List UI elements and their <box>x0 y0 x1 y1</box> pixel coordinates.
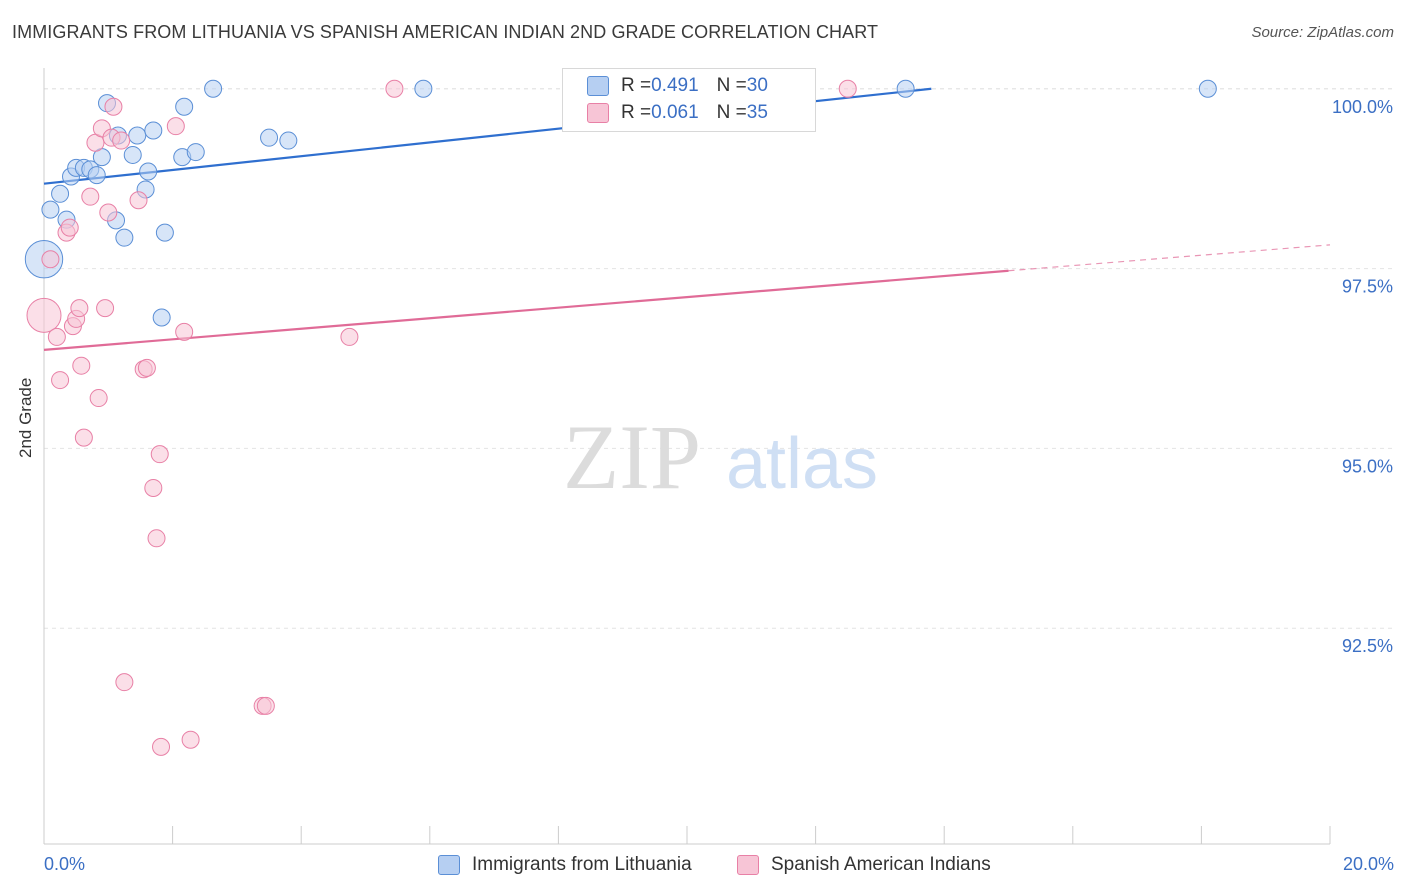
legend-item-lithuania: Immigrants from Lithuania <box>438 852 692 878</box>
data-point <box>128 126 147 145</box>
data-point <box>385 79 404 98</box>
stats-legend-row-pink: R = 0.061 N = 35 <box>587 100 768 126</box>
watermark: ZIP atlas <box>563 406 878 508</box>
watermark-zip: ZIP <box>563 406 701 508</box>
y-tick-label: 97.5% <box>1342 277 1393 297</box>
data-point <box>279 131 298 150</box>
trendline-extension <box>1008 244 1331 272</box>
data-point <box>112 131 131 150</box>
data-point <box>152 308 171 327</box>
data-point <box>99 203 118 222</box>
data-point <box>204 79 223 98</box>
data-point <box>139 162 158 181</box>
blue-swatch-icon <box>587 76 609 96</box>
legend-label: Immigrants from Lithuania <box>472 854 692 875</box>
data-point <box>260 128 279 147</box>
y-tick-label: 100.0% <box>1332 97 1393 117</box>
legend-label: Spanish American Indians <box>771 854 991 875</box>
n-value: 35 <box>746 102 768 123</box>
chart-title: IMMIGRANTS FROM LITHUANIA VS SPANISH AME… <box>12 22 879 42</box>
data-point <box>81 187 100 206</box>
data-point <box>51 371 70 390</box>
data-point <box>181 730 200 749</box>
data-point <box>152 737 171 756</box>
data-point <box>129 191 148 210</box>
data-point <box>414 79 433 98</box>
data-point <box>144 121 163 140</box>
x-tick-label: 0.0% <box>44 854 85 874</box>
data-point <box>137 358 156 377</box>
r-label: R = <box>621 75 652 96</box>
data-point <box>186 143 205 162</box>
axes <box>43 68 1331 845</box>
data-point <box>155 223 174 242</box>
r-value: 0.491 <box>651 75 699 96</box>
n-label: N = <box>716 75 747 96</box>
data-point <box>256 696 275 715</box>
data-point <box>150 445 169 464</box>
data-point <box>166 117 185 136</box>
data-point <box>70 299 89 318</box>
data-point <box>47 327 66 346</box>
data-point <box>74 428 93 447</box>
tick-labels: 100.0% 97.5% 95.0% 92.5% 0.0% 20.0% <box>44 97 1394 874</box>
data-point <box>87 166 106 185</box>
blue-swatch-icon <box>438 855 460 875</box>
pink-swatch-icon <box>587 103 609 123</box>
data-point <box>41 200 60 219</box>
data-point <box>175 97 194 116</box>
n-label: N = <box>716 102 747 123</box>
data-point <box>26 297 62 333</box>
n-value: 30 <box>746 75 768 96</box>
data-point <box>104 97 123 116</box>
stats-legend: R = 0.491 N = 30 R = 0.061 N = 35 <box>562 68 816 132</box>
data-point <box>60 218 79 237</box>
data-point <box>72 356 91 375</box>
watermark-atlas: atlas <box>726 424 878 504</box>
data-point <box>896 79 915 98</box>
data-point <box>1198 79 1217 98</box>
data-point <box>838 79 857 98</box>
r-label: R = <box>621 102 652 123</box>
data-point <box>147 529 166 548</box>
data-point <box>115 228 134 247</box>
gridlines <box>44 88 1394 629</box>
source-label: Source: ZipAtlas.com <box>1251 24 1394 41</box>
data-point <box>115 673 134 692</box>
data-point <box>41 250 60 269</box>
x-tick-label: 20.0% <box>1343 854 1394 874</box>
stats-legend-row-blue: R = 0.491 N = 30 <box>587 73 768 99</box>
data-point <box>175 322 194 341</box>
data-point <box>340 327 359 346</box>
data-point <box>96 299 115 318</box>
r-value: 0.061 <box>651 102 699 123</box>
data-point <box>144 478 163 497</box>
legend-item-spanish-american-indians: Spanish American Indians <box>737 852 991 878</box>
data-point <box>51 184 70 203</box>
trendline <box>43 269 1009 351</box>
y-tick-label: 92.5% <box>1342 636 1393 656</box>
y-tick-label: 95.0% <box>1342 456 1393 476</box>
pink-swatch-icon <box>737 855 759 875</box>
data-points <box>24 79 1217 756</box>
data-point <box>123 145 142 164</box>
data-point <box>89 389 108 408</box>
